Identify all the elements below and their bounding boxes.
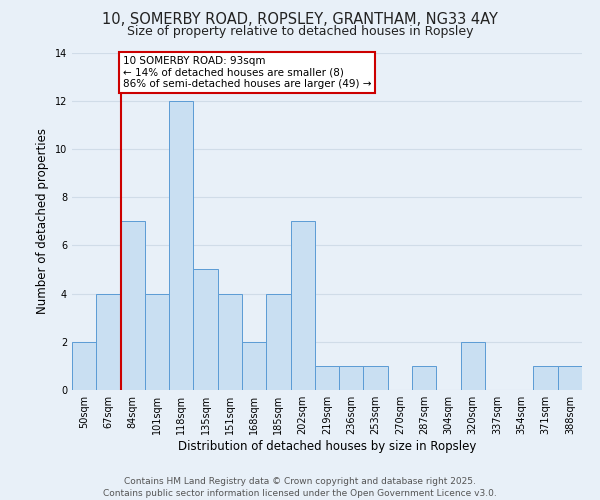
Bar <box>461 342 485 390</box>
Bar <box>412 366 436 390</box>
X-axis label: Distribution of detached houses by size in Ropsley: Distribution of detached houses by size … <box>178 440 476 453</box>
Bar <box>290 222 315 390</box>
Text: Contains HM Land Registry data © Crown copyright and database right 2025.
Contai: Contains HM Land Registry data © Crown c… <box>103 476 497 498</box>
Bar <box>145 294 169 390</box>
Bar <box>72 342 96 390</box>
Bar <box>121 222 145 390</box>
Bar <box>169 100 193 390</box>
Bar <box>339 366 364 390</box>
Bar <box>533 366 558 390</box>
Bar <box>96 294 121 390</box>
Bar <box>558 366 582 390</box>
Y-axis label: Number of detached properties: Number of detached properties <box>36 128 49 314</box>
Bar <box>193 270 218 390</box>
Text: Size of property relative to detached houses in Ropsley: Size of property relative to detached ho… <box>127 25 473 38</box>
Bar <box>266 294 290 390</box>
Bar <box>315 366 339 390</box>
Text: 10 SOMERBY ROAD: 93sqm
← 14% of detached houses are smaller (8)
86% of semi-deta: 10 SOMERBY ROAD: 93sqm ← 14% of detached… <box>123 56 371 90</box>
Bar <box>242 342 266 390</box>
Bar <box>218 294 242 390</box>
Text: 10, SOMERBY ROAD, ROPSLEY, GRANTHAM, NG33 4AY: 10, SOMERBY ROAD, ROPSLEY, GRANTHAM, NG3… <box>102 12 498 28</box>
Bar <box>364 366 388 390</box>
